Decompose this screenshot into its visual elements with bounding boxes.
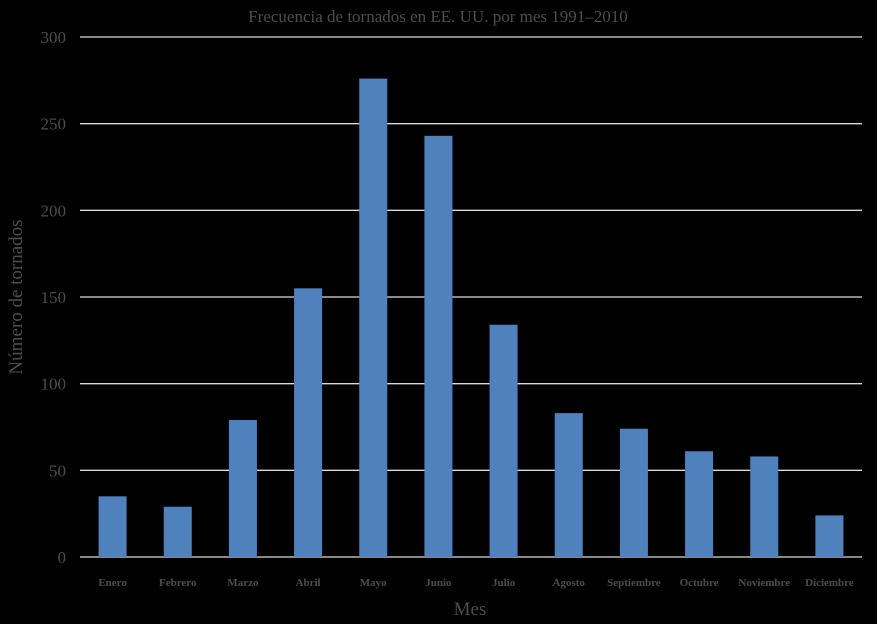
- bar-diciembre: [815, 515, 844, 557]
- y-tick-label: 200: [41, 201, 67, 220]
- bar-julio: [489, 324, 518, 557]
- x-tick-label: Mayo: [360, 577, 387, 589]
- x-axis-tick-labels: Enero Febrero Marzo Abril Mayo Junio Julio Agos…: [98, 577, 854, 589]
- y-tick-label: 50: [49, 461, 66, 480]
- x-tick-label: Enero: [98, 577, 127, 589]
- bar-octubre: [685, 451, 714, 557]
- bar-mayo: [359, 78, 388, 557]
- bar-enero: [98, 496, 127, 557]
- y-tick-label: 100: [41, 375, 67, 394]
- bar-agosto: [554, 413, 583, 557]
- x-axis-title: Mes: [454, 599, 487, 620]
- x-tick-label: Noviembre: [738, 577, 790, 589]
- x-tick-label: Septiembre: [607, 577, 661, 589]
- y-axis-title: Número de tornados: [6, 219, 27, 374]
- bar-junio: [424, 135, 453, 558]
- x-tick-label: Marzo: [227, 577, 259, 589]
- bar-noviembre: [750, 456, 779, 557]
- bar-septiembre: [619, 428, 648, 557]
- y-axis-tick-labels: 0 50 100 150 200 250 300: [41, 28, 67, 567]
- y-tick-label: 250: [41, 115, 67, 134]
- gridlines: [80, 36, 862, 558]
- bars: [98, 78, 844, 558]
- x-tick-label: Febrero: [159, 577, 197, 589]
- chart-title: Frecuencia de tornados en EE. UU. por me…: [248, 7, 628, 26]
- bar-febrero: [163, 506, 192, 557]
- y-tick-label: 0: [58, 548, 67, 567]
- y-tick-label: 150: [41, 288, 67, 307]
- bar-abril: [294, 288, 323, 557]
- bar-marzo: [228, 420, 257, 557]
- x-tick-label: Diciembre: [805, 577, 854, 589]
- x-tick-label: Junio: [425, 577, 452, 589]
- x-tick-label: Octubre: [680, 577, 719, 589]
- x-tick-label: Julio: [492, 577, 516, 589]
- x-tick-label: Agosto: [553, 577, 586, 589]
- x-tick-label: Abril: [296, 577, 321, 589]
- y-tick-label: 300: [41, 28, 67, 47]
